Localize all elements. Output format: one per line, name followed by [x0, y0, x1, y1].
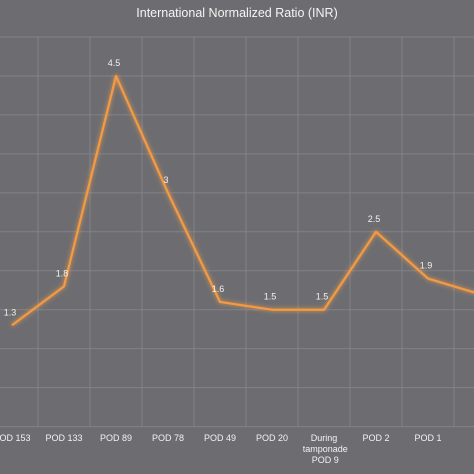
x-tick-label: POD 89 — [100, 433, 132, 443]
x-tick-label: POD 20 — [256, 433, 288, 443]
x-tick-label: POD 78 — [152, 433, 184, 443]
x-tick-label: During tamponade POD 9 — [300, 433, 348, 465]
data-label: 2.5 — [368, 214, 381, 224]
data-label: 1.8 — [56, 268, 69, 278]
data-label: 1.5 — [316, 292, 329, 302]
x-tick-label: POD 153 — [0, 433, 31, 443]
data-label: 1.6 — [212, 284, 225, 294]
x-tick-label: POD 49 — [204, 433, 236, 443]
x-tick-label: POD 1 — [414, 433, 441, 443]
x-tick-label: POD 133 — [45, 433, 82, 443]
chart-title: International Normalized Ratio (INR) — [136, 6, 337, 20]
data-label: 4.5 — [108, 58, 121, 68]
line — [11, 74, 474, 327]
data-label: 1.5 — [264, 292, 277, 302]
data-label: 3 — [163, 175, 168, 185]
data-label: 1.3 — [4, 307, 17, 317]
x-tick-label: POD 2 — [362, 433, 389, 443]
data-label: 1.9 — [420, 261, 433, 271]
